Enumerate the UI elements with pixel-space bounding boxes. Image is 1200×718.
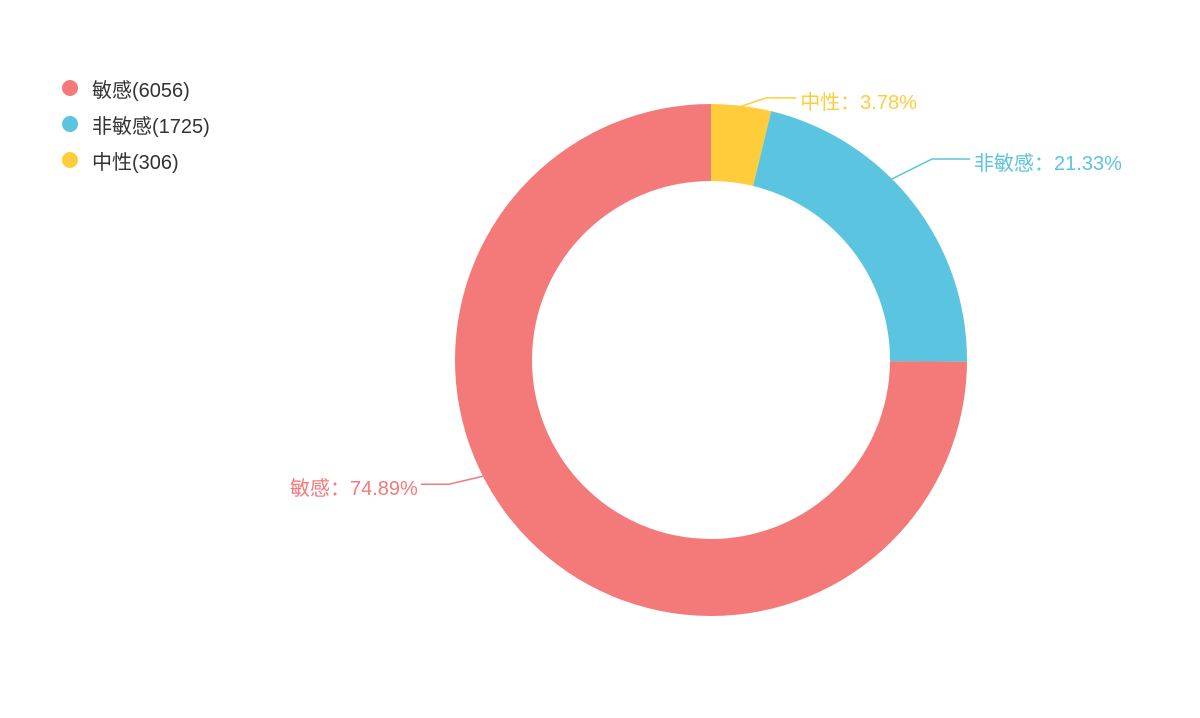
legend-dot-icon (62, 80, 78, 96)
legend-dot-icon (62, 116, 78, 132)
callout-label: 非敏感：21.33% (974, 147, 1122, 176)
callout-line (421, 476, 483, 484)
donut-chart: 敏感(6056) 非敏感(1725) 中性(306) 中性：3.78% 非敏感：21.… (0, 0, 1200, 718)
legend-dot-icon (62, 152, 78, 168)
donut-segment (753, 111, 967, 362)
legend-item: 非敏感(1725) (62, 106, 210, 142)
legend-label: 敏感(6056) (92, 74, 190, 103)
legend-item: 中性(306) (62, 142, 210, 178)
callout-label: 中性：3.78% (800, 86, 917, 115)
legend: 敏感(6056) 非敏感(1725) 中性(306) (62, 70, 210, 178)
legend-label: 中性(306) (92, 146, 179, 175)
callout-label: 敏感：74.89% (290, 472, 418, 501)
callout-line (892, 159, 970, 179)
legend-item: 敏感(6056) (62, 70, 210, 106)
legend-label: 非敏感(1725) (92, 110, 210, 139)
callout-line (742, 98, 796, 106)
